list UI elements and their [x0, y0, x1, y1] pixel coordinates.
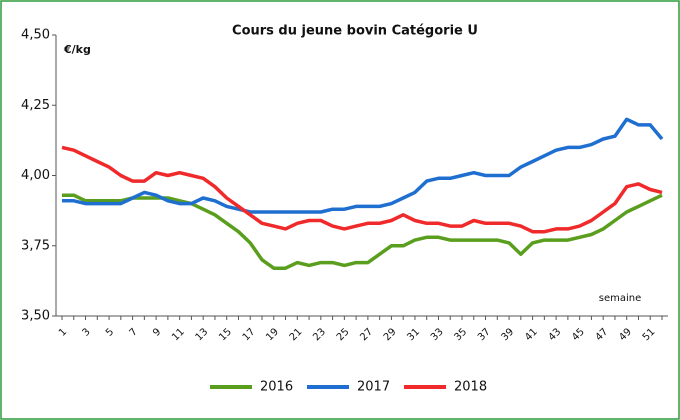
y-tick-label: 3,75 [21, 238, 50, 253]
y-axis-label: €/kg [63, 43, 91, 56]
line-series [62, 117, 664, 214]
y-tick-label: 3,50 [21, 309, 50, 324]
line-series [61, 145, 663, 234]
legend-label: 2018 [454, 380, 487, 395]
y-tick-label: 4,25 [21, 98, 50, 113]
x-axis-label: semaine [599, 293, 642, 304]
y-tick-label: 4,50 [21, 28, 50, 43]
legend-label: 2016 [260, 380, 293, 395]
chart-title: Cours du jeune bovin Catégorie U [232, 24, 478, 39]
y-tick-label: 4,00 [21, 168, 50, 183]
legend-label: 2017 [357, 380, 390, 395]
